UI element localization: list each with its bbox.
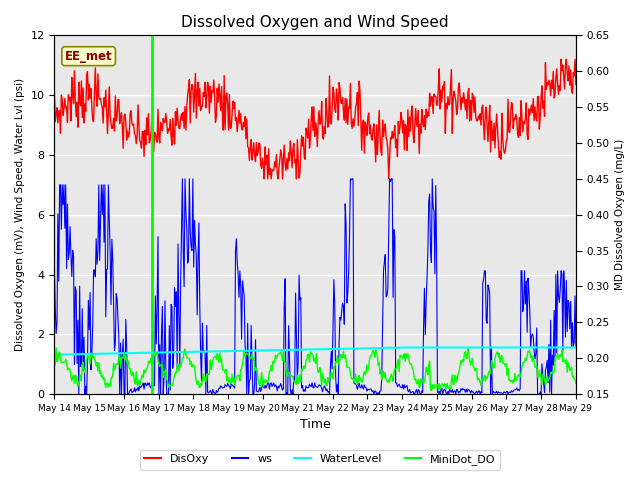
DisOxy <box>572 82 580 87</box>
DisOxy <box>143 115 150 120</box>
MiniDot_DO <box>428 387 435 393</box>
DisOxy <box>359 119 367 124</box>
Y-axis label: MD Dissolved Oxygen (mg/L): MD Dissolved Oxygen (mg/L) <box>615 139 625 290</box>
ws <box>288 387 296 393</box>
Y-axis label: Dissolved Oxygen (mV), Wind Speed, Water Lvl (psi): Dissolved Oxygen (mV), Wind Speed, Water… <box>15 78 25 351</box>
WaterLevel <box>287 347 294 353</box>
MiniDot_DO <box>144 364 152 370</box>
Line: WaterLevel: WaterLevel <box>54 348 576 355</box>
MiniDot_DO <box>52 345 60 350</box>
ws <box>186 228 194 234</box>
Line: MiniDot_DO: MiniDot_DO <box>54 348 576 390</box>
DisOxy <box>557 56 565 62</box>
ws <box>360 386 367 392</box>
WaterLevel <box>399 345 406 350</box>
X-axis label: Time: Time <box>300 419 330 432</box>
ws <box>75 391 83 397</box>
DisOxy <box>260 176 268 182</box>
DisOxy <box>287 149 295 155</box>
WaterLevel <box>184 349 192 355</box>
DisOxy <box>184 86 192 92</box>
WaterLevel <box>358 346 365 351</box>
MiniDot_DO <box>186 355 193 361</box>
ws <box>445 391 452 396</box>
ws <box>144 380 152 386</box>
WaterLevel <box>400 345 408 350</box>
MiniDot_DO <box>572 381 580 386</box>
DisOxy <box>400 118 408 124</box>
ws <box>51 264 58 269</box>
MiniDot_DO <box>400 352 408 358</box>
MiniDot_DO <box>51 359 58 365</box>
Legend: DisOxy, ws, WaterLevel, MiniDot_DO: DisOxy, ws, WaterLevel, MiniDot_DO <box>140 450 500 469</box>
WaterLevel <box>143 350 150 356</box>
ws <box>401 382 408 388</box>
Line: DisOxy: DisOxy <box>54 59 576 179</box>
ws <box>179 176 186 182</box>
Text: EE_met: EE_met <box>65 50 113 63</box>
ws <box>572 343 580 349</box>
DisOxy <box>51 90 58 96</box>
WaterLevel <box>444 345 452 350</box>
MiniDot_DO <box>445 385 452 391</box>
MiniDot_DO <box>359 379 367 384</box>
WaterLevel <box>572 345 580 350</box>
Line: ws: ws <box>54 179 576 394</box>
WaterLevel <box>51 352 58 358</box>
MiniDot_DO <box>287 372 295 378</box>
Title: Dissolved Oxygen and Wind Speed: Dissolved Oxygen and Wind Speed <box>181 15 449 30</box>
DisOxy <box>444 94 452 99</box>
